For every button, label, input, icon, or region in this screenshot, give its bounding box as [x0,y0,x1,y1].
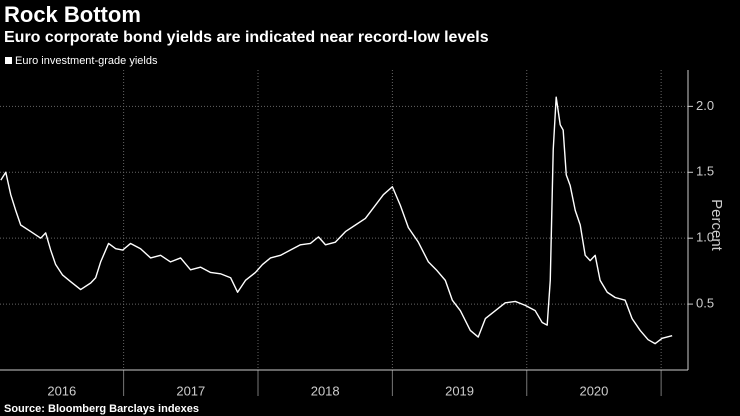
chart-subtitle: Euro corporate bond yields are indicated… [4,29,489,46]
y-tick-label: 1.0 [696,230,714,245]
source: Source: Bloomberg Barclays indexes [4,403,199,415]
x-tick-label: 2019 [445,383,474,398]
x-tick-label: 2017 [176,383,205,398]
legend-swatch [5,57,12,64]
y-tick-label: 0.5 [696,296,714,311]
legend-label: Euro investment-grade yields [15,55,158,67]
x-tick-label: 2020 [579,383,608,398]
line-series [0,96,673,345]
y-tick-label: 2.0 [696,98,714,113]
y-tick-label: 1.5 [696,164,714,179]
chart-title: Rock Bottom [4,2,141,27]
y-axis-label: Percent [708,199,725,252]
x-tick-label: 2016 [47,383,76,398]
x-tick-label: 2018 [311,383,340,398]
